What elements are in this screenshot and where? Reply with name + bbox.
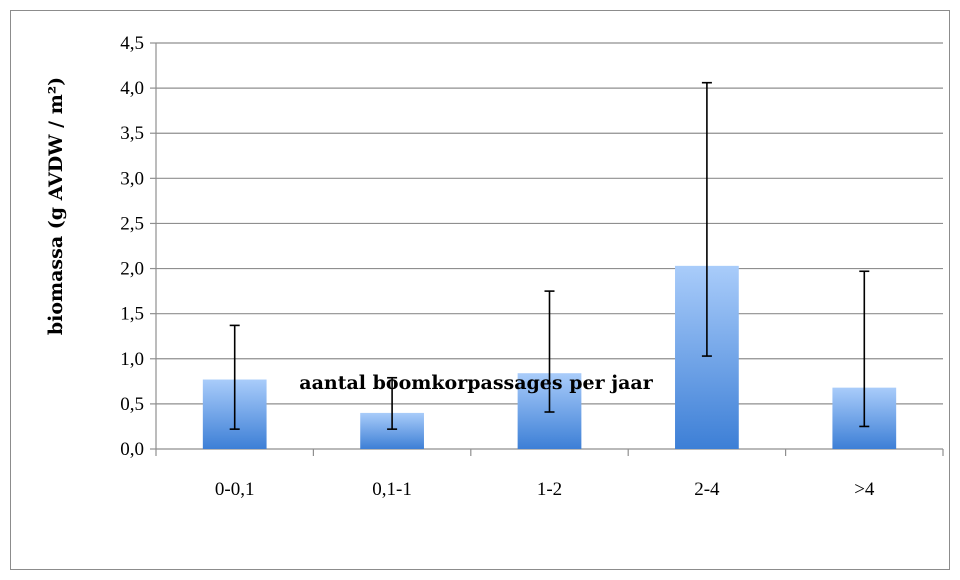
y-tick-label: 3,5 [120, 123, 144, 144]
x-tick-label: >4 [854, 479, 875, 500]
y-tick-label: 4,5 [120, 33, 144, 54]
x-tick-label: 0-0,1 [215, 479, 255, 500]
y-tick-labels: 0,0 0,5 1,0 1,5 2,0 2,5 3,0 3,5 4,0 4,5 [120, 33, 144, 460]
y-tick-label: 2,5 [120, 213, 144, 234]
y-axis-title: biomassa (g AVDW / m²) [45, 77, 67, 335]
x-axis-title: aantal boomkorpassages per jaar [299, 372, 653, 394]
y-tick-label: 0,5 [120, 394, 144, 415]
y-tick-label: 1,0 [120, 349, 144, 370]
x-tick-label: 2-4 [694, 479, 720, 500]
error-bars [229, 81, 870, 430]
x-tick-labels: 0-0,1 0,1-1 1-2 2-4 >4 [215, 479, 875, 500]
y-tick-label: 1,5 [120, 304, 144, 325]
chart-frame: 0,0 0,5 1,0 1,5 2,0 2,5 3,0 3,5 4,0 4,5 0-0,1 0,1-… [10, 10, 950, 570]
y-tick-label: 3,0 [120, 168, 144, 189]
y-tick-label: 0,0 [120, 439, 144, 460]
gridlines [156, 42, 943, 405]
x-tick-label: 0,1-1 [372, 479, 412, 500]
x-tick-label: 1-2 [537, 479, 562, 500]
bar-chart: 0,0 0,5 1,0 1,5 2,0 2,5 3,0 3,5 4,0 4,5 0-0,1 0,1-… [45, 33, 944, 500]
y-tick-label: 2,0 [120, 259, 144, 280]
y-tick-label: 4,0 [120, 78, 144, 99]
